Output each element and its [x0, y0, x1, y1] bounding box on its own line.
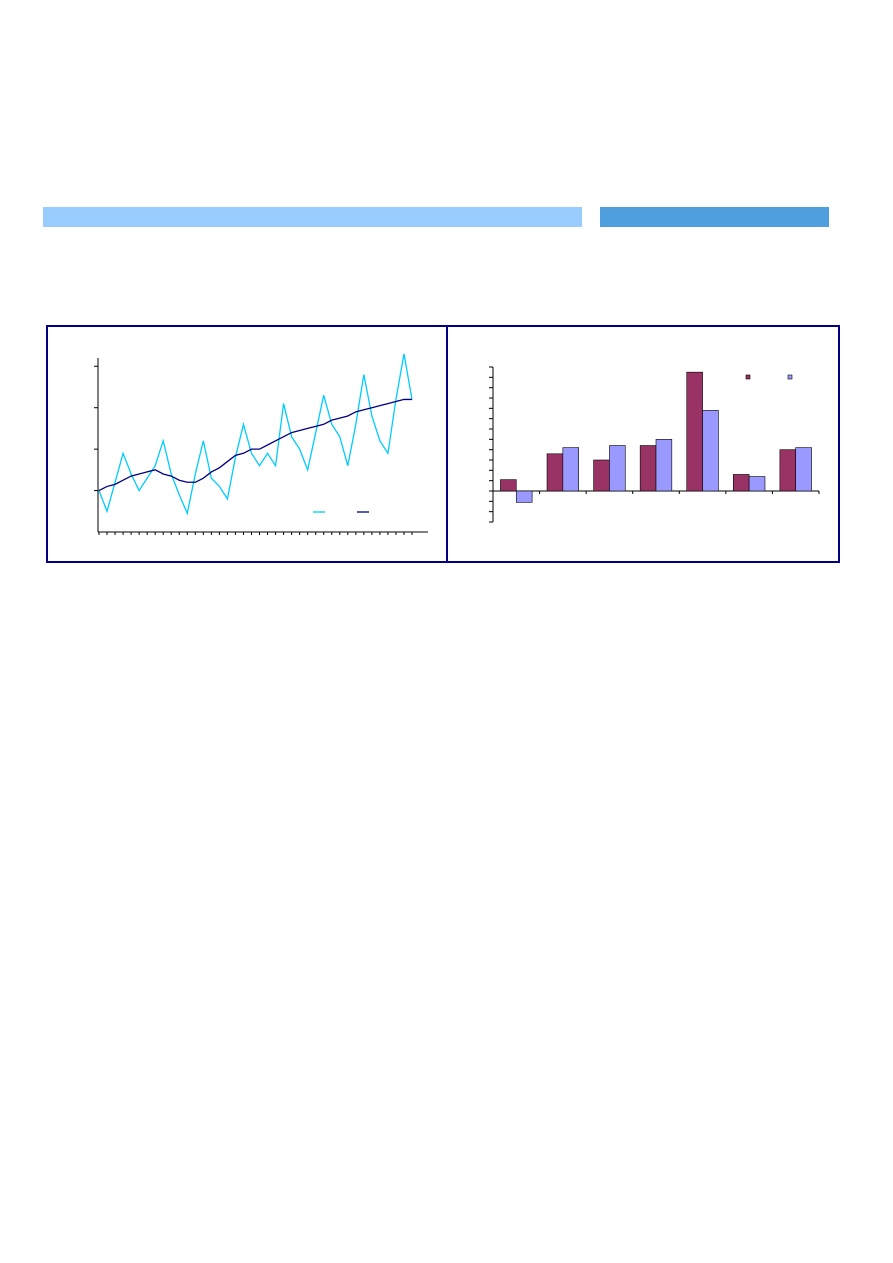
bar [515, 490, 533, 503]
legend-swatch [787, 374, 793, 380]
bar [655, 439, 673, 492]
bar [609, 445, 626, 492]
bar [748, 476, 766, 492]
header-band-right [600, 207, 829, 227]
bar [546, 453, 564, 492]
bar [795, 447, 812, 492]
line-series [98, 353, 413, 516]
bar [500, 479, 517, 492]
bar [686, 371, 703, 492]
bar [593, 459, 610, 492]
chart-frame [46, 325, 840, 563]
bar [779, 449, 797, 492]
bar [562, 447, 579, 492]
line-series [98, 398, 412, 492]
bar [639, 445, 657, 492]
legend-swatch [745, 374, 751, 380]
header-band [43, 207, 582, 227]
bar [733, 474, 750, 492]
bar [702, 410, 719, 492]
